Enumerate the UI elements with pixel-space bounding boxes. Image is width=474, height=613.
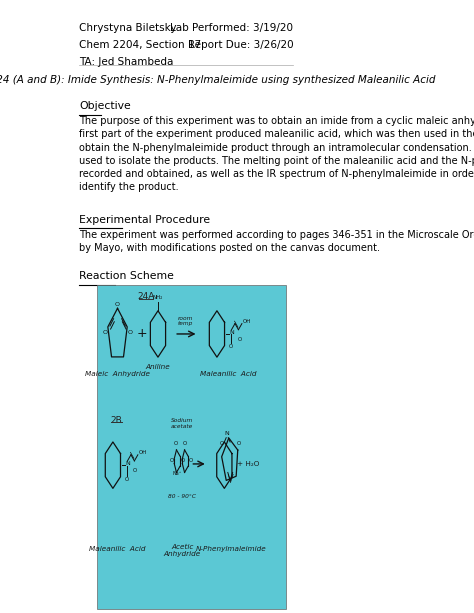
Text: N: N	[224, 431, 229, 436]
Text: NH₂: NH₂	[153, 295, 163, 300]
Text: O: O	[183, 441, 187, 446]
Text: O: O	[238, 337, 242, 342]
Text: N-Phenylmaleimide: N-Phenylmaleimide	[195, 546, 266, 552]
Text: The purpose of this experiment was to obtain an imide from a cyclic maleic anhyd: The purpose of this experiment was to ob…	[79, 116, 474, 192]
Text: O: O	[127, 330, 132, 335]
Text: room
temp: room temp	[178, 316, 193, 326]
Text: O: O	[125, 478, 129, 482]
Text: Experiment 24 (A and B): Imide Synthesis: N-Phenylmaleimide using synthesized Ma: Experiment 24 (A and B): Imide Synthesis…	[0, 75, 436, 85]
Text: Report Due: 3/26/20: Report Due: 3/26/20	[188, 40, 293, 50]
Text: Maleanilic  Acid: Maleanilic Acid	[89, 546, 146, 552]
Text: +: +	[137, 327, 147, 340]
Text: O: O	[174, 441, 178, 446]
Text: Maleic  Anhydride: Maleic Anhydride	[85, 371, 150, 376]
Text: Lab Performed: 3/19/20: Lab Performed: 3/19/20	[170, 23, 293, 32]
Text: N: N	[125, 461, 130, 466]
Text: O: O	[219, 441, 224, 446]
Text: Maleanilic  Acid: Maleanilic Acid	[200, 371, 257, 376]
Text: + H₂O: + H₂O	[237, 461, 259, 467]
Text: Objective: Objective	[79, 102, 131, 112]
Text: Aniline: Aniline	[146, 365, 170, 370]
Text: The experiment was performed according to pages 346-351 in the Microscale Organi: The experiment was performed according t…	[79, 230, 474, 253]
Text: N: N	[229, 330, 234, 335]
Text: 24A: 24A	[138, 292, 155, 302]
Text: O: O	[181, 458, 185, 463]
Text: O: O	[103, 330, 108, 335]
Text: Chem 2204, Section 17: Chem 2204, Section 17	[79, 40, 201, 50]
Text: Chrystyna Biletsky: Chrystyna Biletsky	[79, 23, 177, 32]
Text: OH: OH	[138, 451, 147, 455]
Text: Sodium
acetate: Sodium acetate	[171, 418, 193, 428]
Text: O: O	[228, 345, 233, 349]
Text: Na⁺: Na⁺	[173, 471, 182, 476]
Text: Experimental Procedure: Experimental Procedure	[79, 215, 210, 225]
FancyBboxPatch shape	[97, 285, 286, 609]
Text: O: O	[189, 458, 193, 463]
Text: Reaction Scheme: Reaction Scheme	[79, 271, 174, 281]
Text: 2B: 2B	[110, 416, 122, 425]
Text: TA: Jed Shambeda: TA: Jed Shambeda	[79, 57, 174, 67]
Text: O: O	[133, 468, 137, 473]
Text: OH: OH	[242, 319, 251, 324]
Text: 80 - 90°C: 80 - 90°C	[168, 494, 196, 499]
Text: O: O	[115, 302, 120, 306]
Text: O: O	[170, 458, 174, 463]
Text: O: O	[237, 441, 241, 446]
Text: Acetic
Anhydride: Acetic Anhydride	[164, 544, 201, 557]
